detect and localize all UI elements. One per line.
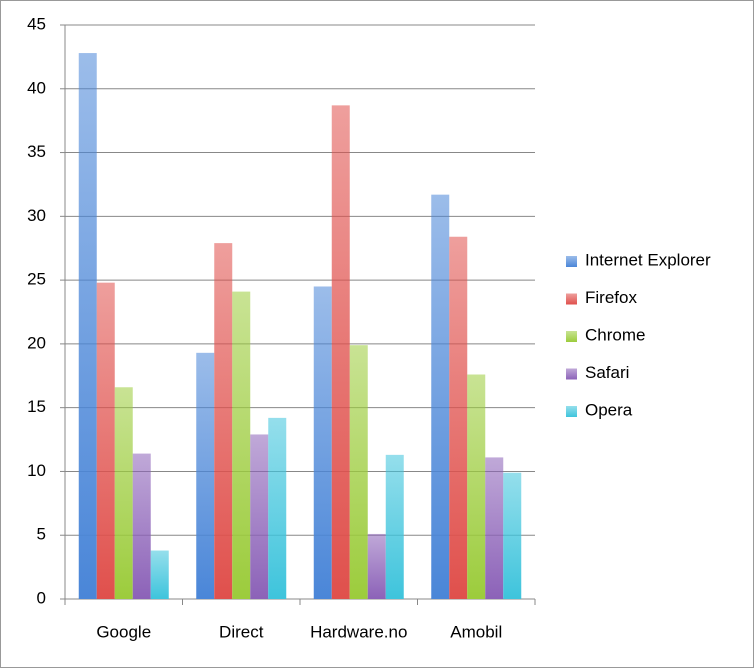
bar	[467, 374, 486, 599]
legend-swatch	[566, 406, 577, 417]
x-tick-label: Direct	[219, 622, 264, 641]
x-tick-label: Amobil	[450, 622, 502, 641]
bar	[232, 291, 251, 599]
x-tick-label: Hardware.no	[310, 622, 407, 641]
bar	[78, 53, 97, 600]
bar	[503, 472, 522, 599]
bar	[431, 194, 450, 599]
bar	[349, 345, 368, 599]
legend-swatch	[566, 293, 577, 305]
x-tick-label: Google	[96, 622, 151, 641]
bar	[268, 417, 287, 599]
y-tick-label: 30	[27, 206, 46, 225]
legend-label: Internet Explorer	[585, 250, 711, 269]
legend-swatch	[566, 331, 577, 342]
bar	[313, 286, 332, 599]
legend-label: Safari	[585, 363, 629, 382]
y-tick-label: 5	[37, 525, 46, 544]
bar	[96, 282, 115, 599]
y-tick-label: 10	[27, 461, 46, 480]
legend-swatch	[566, 256, 577, 267]
bar	[385, 454, 404, 599]
bar	[196, 352, 215, 599]
bar	[449, 236, 468, 599]
bar	[132, 453, 151, 599]
y-tick-label: 15	[27, 397, 46, 416]
bar	[331, 105, 350, 600]
bar	[367, 533, 386, 599]
y-tick-label: 25	[27, 270, 46, 289]
y-tick-label: 40	[27, 78, 46, 97]
bar	[214, 243, 233, 599]
y-tick-label: 35	[27, 142, 46, 161]
legend-label: Chrome	[585, 325, 645, 344]
bar	[114, 387, 133, 599]
y-tick-label: 20	[27, 333, 46, 352]
bar	[150, 550, 169, 599]
y-tick-label: 0	[37, 588, 46, 607]
bar	[250, 434, 269, 599]
legend-label: Firefox	[585, 288, 637, 307]
legend-swatch	[566, 368, 577, 380]
y-tick-label: 45	[27, 14, 46, 33]
bar	[485, 457, 504, 599]
legend-label: Opera	[585, 400, 633, 419]
